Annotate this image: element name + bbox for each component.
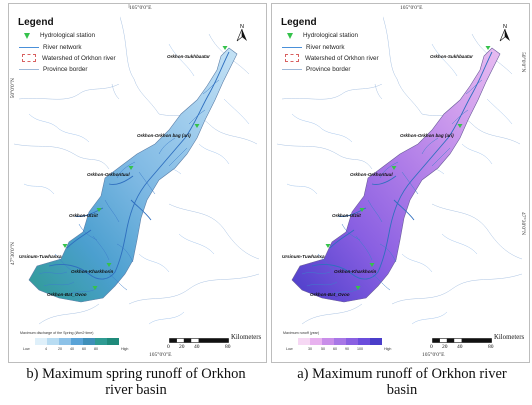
station-icon [287, 32, 293, 39]
station-label: Orkhon-Orkhon bag (ari) [400, 133, 454, 138]
ramp-low-label: Low [286, 347, 293, 351]
station-label: Ursinum-Tuwhanxa [19, 254, 62, 259]
station-marker [62, 244, 68, 248]
north-arrow-icon: N [236, 24, 247, 42]
north-arrow-icon: N [499, 24, 510, 42]
color-ramp [298, 338, 382, 345]
color-ramp [35, 338, 119, 345]
scale-unit: Kilometers [231, 334, 262, 341]
scale-tick: 40 [457, 344, 463, 350]
bottom-longitude-label: 105°0'0"E [422, 352, 445, 358]
station-icon [24, 32, 30, 39]
scale-tick: 40 [194, 344, 200, 350]
color-ramp-legend: Maximum runoff (year) Low 30 50 60 90 10… [280, 330, 400, 355]
scale-tick: 20 [442, 344, 448, 350]
legend-item-watershed: Watershed of Orkhon river [18, 54, 116, 62]
ramp-high-label: High [121, 347, 129, 351]
legend-title: Legend [281, 17, 317, 28]
station-marker [369, 263, 375, 267]
station-label: Orkhon-Ulziit [69, 213, 98, 218]
right-latitude-upper: 50°0'0"N [520, 52, 526, 73]
station-marker [222, 46, 228, 50]
legend-item-river: River network [18, 43, 82, 51]
scale-tick: 80 [225, 344, 231, 350]
map-legend: Legend Hydrological station River networ… [275, 10, 383, 84]
right-latitude-lower: 47°30'0"N [520, 212, 526, 236]
ramp-value: 4 [45, 347, 47, 351]
color-ramp-legend: Maximum discharge of the Spring (l/km2·t… [17, 330, 137, 355]
station-label: Orkhon-Orkhon bag (ari) [137, 133, 191, 138]
river-line-icon [18, 43, 40, 51]
caption-max-runoff: a) Maximum runoff of Orkhon river basin [297, 366, 507, 398]
ramp-title: Maximum runoff (year) [283, 331, 320, 335]
svg-text:N: N [503, 24, 507, 30]
scale-tick: 0 [167, 344, 170, 350]
map-panel-max-runoff: Legend Hydrological station River networ… [271, 3, 530, 363]
legend-item-province: Province border [18, 65, 87, 73]
scale-tick: 20 [179, 344, 185, 350]
station-label: Orkhon-Kharkhorin [71, 269, 114, 274]
station-markers [325, 46, 491, 290]
legend-item-station: Hydrological station [18, 32, 95, 39]
station-label: Orkhon-Sukhbaatar [167, 54, 210, 59]
river-line-icon [281, 43, 303, 51]
station-label: Ursinum-Tuwhanxa [282, 254, 325, 259]
province-border-icon [281, 65, 303, 73]
ramp-high-label: High [384, 347, 392, 351]
ramp-value: 80 [94, 347, 98, 351]
watershed-outline-icon [22, 54, 36, 62]
map-canvas [13, 4, 260, 325]
station-marker [391, 166, 397, 170]
bottom-longitude-label: 105°0'0"E [149, 352, 172, 358]
station-marker [106, 263, 112, 267]
station-marker [485, 46, 491, 50]
station-label: Orkhon-Orkhontuul [350, 172, 393, 177]
legend-item-watershed: Watershed of Orkhon river [281, 54, 379, 62]
ramp-value: 30 [308, 347, 312, 351]
ramp-low-label: Low [23, 347, 30, 351]
station-marker [355, 286, 361, 290]
top-longitude-label: 105°0'0"E [400, 5, 423, 11]
svg-text:N: N [240, 24, 244, 30]
scale-unit: Kilometers [494, 334, 525, 341]
legend-item-province: Province border [281, 65, 350, 73]
ramp-value: 50 [321, 347, 325, 351]
ramp-value: 60 [333, 347, 337, 351]
station-label: Orkhon-Sukhbaatar [430, 54, 473, 59]
station-label: Orkhon-Bat_Ovoo [310, 292, 350, 297]
station-marker [128, 166, 134, 170]
legend-item-river: River network [281, 43, 345, 51]
station-label: Orkhon-Ulziit [332, 213, 361, 218]
province-border-icon [18, 65, 40, 73]
scale-bar-graphic [432, 338, 492, 343]
station-marker [359, 208, 365, 212]
station-label: Orkhon-Kharkhorin [334, 269, 377, 274]
scale-bar-graphic [169, 338, 229, 343]
legend-item-station: Hydrological station [281, 32, 358, 39]
ramp-value: 100 [357, 347, 363, 351]
ramp-title: Maximum discharge of the Spring (l/km2·t… [20, 331, 94, 335]
caption-spring-runoff: b) Maximum spring runoff of Orkhon river… [26, 366, 246, 398]
scale-tick: 0 [430, 344, 433, 350]
ramp-value: 20 [58, 347, 62, 351]
top-longitude-label: 105°0'0"E [129, 5, 152, 11]
station-label: Orkhon-Orkhontuul [87, 172, 130, 177]
ramp-value: 40 [70, 347, 74, 351]
station-marker [325, 244, 331, 248]
station-marker [96, 208, 102, 212]
map-panel-spring-runoff: Legend Hydrological station River networ… [8, 3, 267, 363]
legend-title: Legend [18, 17, 54, 28]
watershed-outline-icon [285, 54, 299, 62]
ramp-value: 60 [82, 347, 86, 351]
map-legend: Legend Hydrological station River networ… [12, 10, 120, 84]
ramp-value: 90 [345, 347, 349, 351]
station-marker [194, 124, 200, 128]
station-marker [457, 124, 463, 128]
station-marker [92, 286, 98, 290]
scale-tick: 80 [488, 344, 494, 350]
station-label: Orkhon-Bat_Ovoo [47, 292, 87, 297]
station-markers [62, 46, 228, 290]
